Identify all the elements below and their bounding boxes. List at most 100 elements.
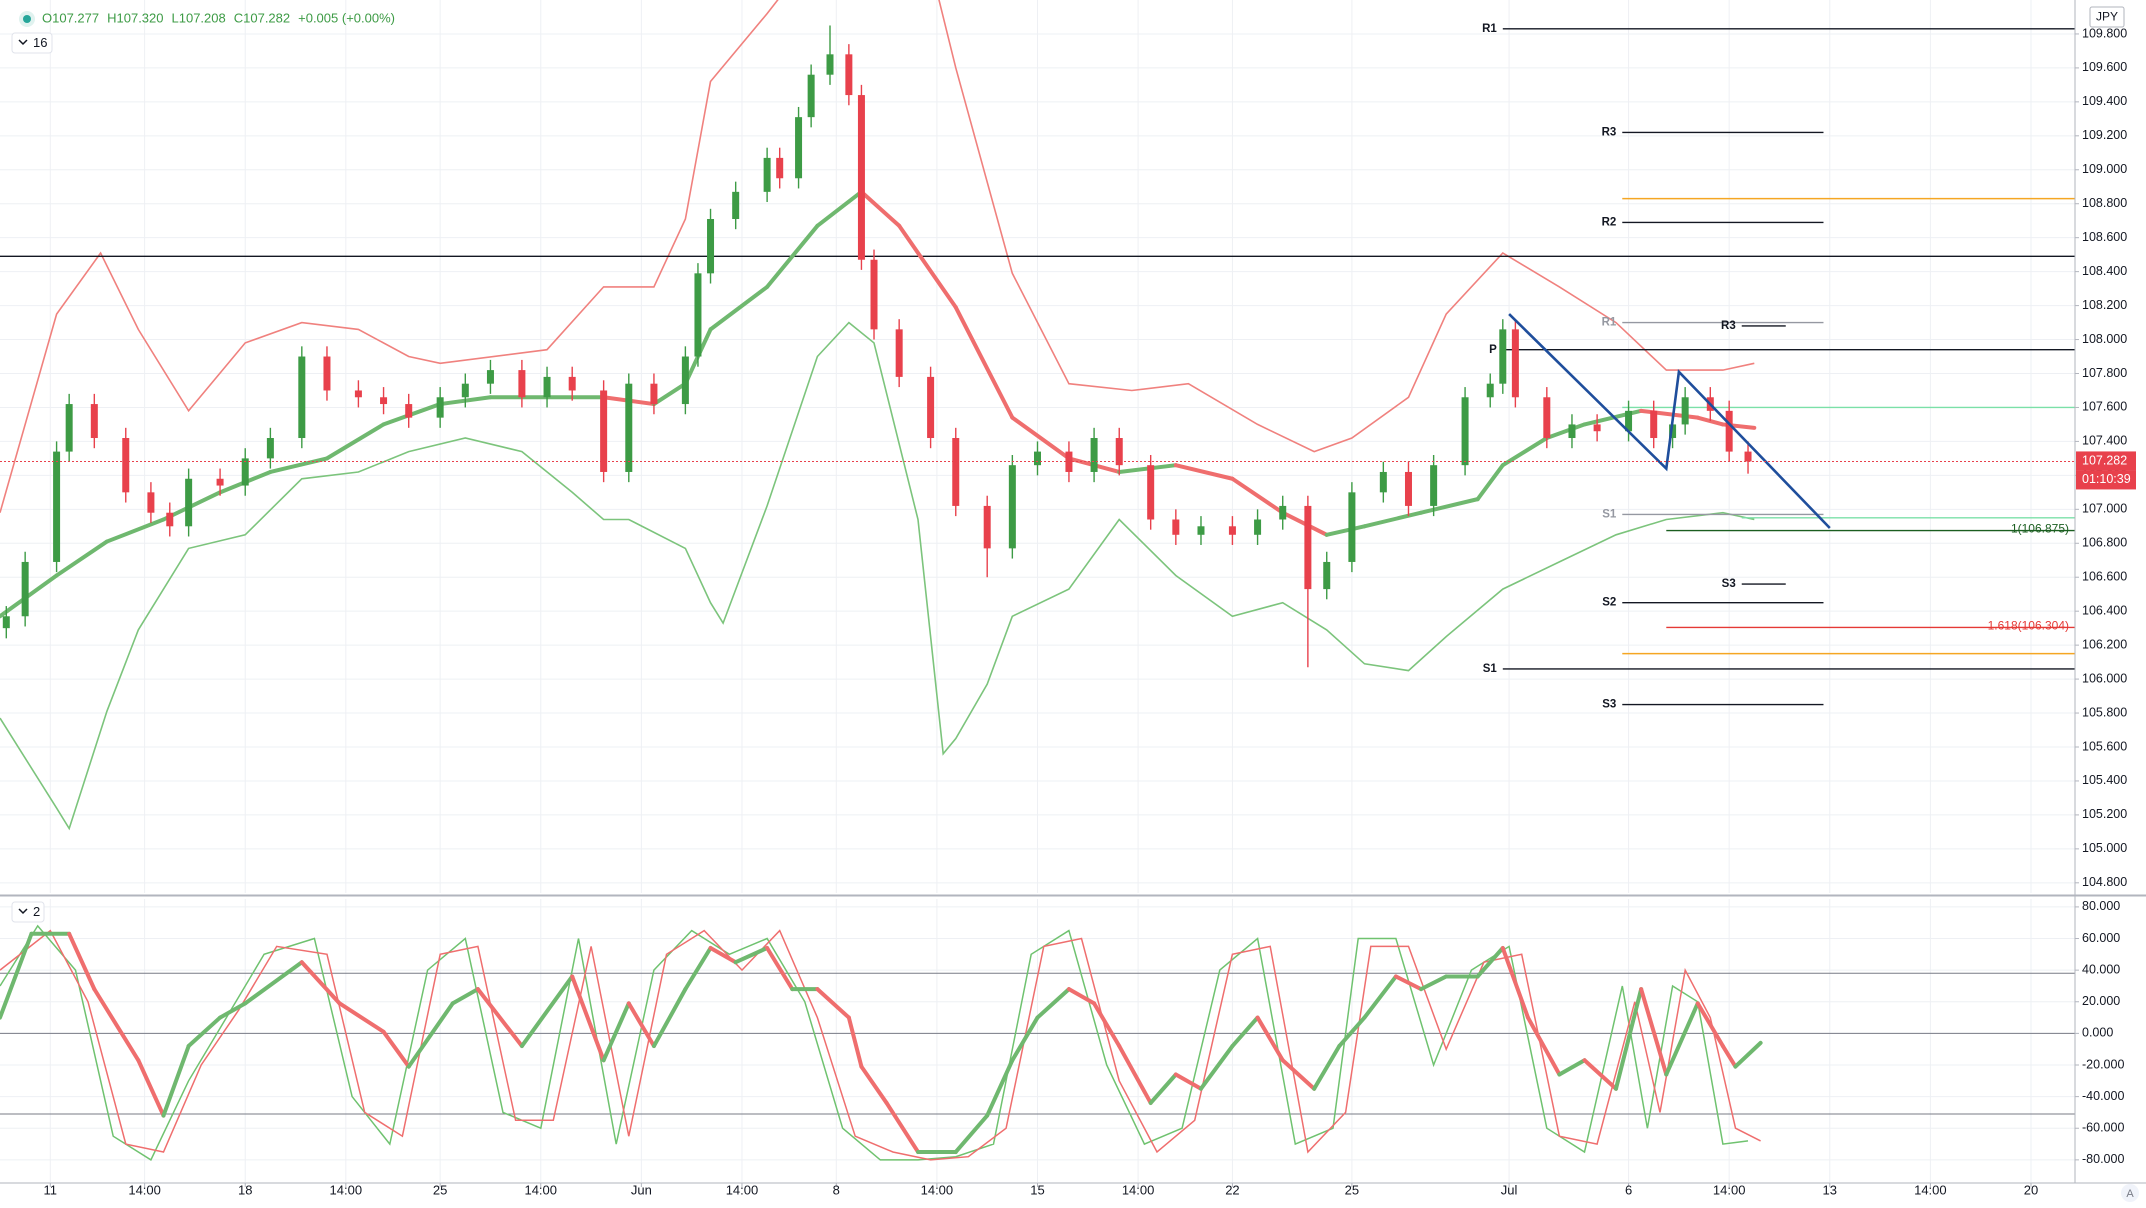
candle-body	[1625, 410, 1633, 432]
oscillator-signal	[218, 1001, 248, 1020]
moving-average	[268, 456, 329, 474]
oscillator-signal	[953, 1113, 990, 1154]
moving-average	[1173, 463, 1235, 481]
oscillator-signal	[186, 1015, 223, 1049]
candle-body	[65, 404, 73, 452]
y-tick-label: 60.000	[2082, 931, 2120, 945]
candle-body	[681, 356, 689, 405]
moving-average	[897, 223, 958, 310]
oscillator-signal	[683, 946, 713, 992]
oscillator-signal	[1582, 1058, 1618, 1091]
candle-body	[216, 478, 224, 486]
moving-average	[815, 189, 864, 228]
y-tick-label: 107.600	[2082, 400, 2127, 414]
level-label: R2	[1602, 216, 1617, 228]
oscillator-signal	[1148, 1072, 1178, 1105]
moving-average	[651, 381, 688, 407]
oscillator-line	[0, 924, 1749, 1161]
x-tick-label: 25	[1345, 1182, 1359, 1197]
candle-body	[1669, 424, 1677, 439]
candle-body	[795, 117, 803, 179]
x-tick-label: 14:00	[1713, 1182, 1746, 1197]
y-tick-label: 105.400	[2082, 773, 2127, 787]
y-tick-label: 108.600	[2082, 230, 2127, 244]
candle-body	[90, 404, 98, 439]
ohlc-value: C107.282	[234, 10, 290, 25]
moving-average	[1324, 524, 1367, 537]
level-label: 1.618(106.304)	[1988, 619, 2069, 633]
symbol-icon-dot	[23, 15, 31, 23]
level-label: S1	[1602, 508, 1617, 520]
candle-body	[1304, 505, 1312, 590]
auto-scale-button[interactable]	[2121, 1184, 2139, 1202]
lower-band	[0, 321, 1755, 831]
moving-average	[324, 422, 386, 461]
currency-box[interactable]	[2089, 6, 2125, 28]
oscillator-signal	[337, 1001, 386, 1034]
y-tick-label: 106.000	[2082, 671, 2127, 685]
moving-average	[1500, 436, 1549, 468]
candle-body	[1147, 465, 1155, 520]
y-tick-label: 108.200	[2082, 298, 2127, 312]
y-tick-label: 107.800	[2082, 366, 2127, 380]
candle-body	[486, 370, 494, 384]
candle-body	[1404, 471, 1412, 506]
indicator-toggle[interactable]	[11, 32, 53, 54]
moving-average	[54, 539, 109, 578]
y-tick-label: 106.800	[2082, 536, 2127, 550]
y-tick-label: -20.000	[2082, 1057, 2124, 1071]
level-label: R1	[1482, 23, 1497, 35]
candle-body	[1279, 505, 1287, 520]
candle-body	[436, 397, 444, 418]
oscillator-signal	[985, 1058, 1015, 1118]
candle-body	[1172, 519, 1180, 535]
y-tick-label: 105.800	[2082, 705, 2127, 719]
oscillator-signal	[1362, 974, 1398, 1020]
x-tick-label: 14:00	[524, 1182, 557, 1197]
candle-body	[266, 438, 274, 459]
oscillator-signal	[299, 960, 342, 1006]
candle-body	[1115, 438, 1123, 466]
candle-body	[1348, 492, 1356, 562]
candle-body	[1725, 410, 1733, 452]
candle-body	[707, 219, 715, 274]
candle-body	[1034, 451, 1041, 466]
candle-body	[1499, 329, 1507, 384]
level-label: R1	[1602, 317, 1617, 329]
oscillator-signal	[765, 946, 795, 992]
candle-body	[732, 191, 740, 220]
oscillator-signal	[1500, 946, 1530, 1020]
price-tag	[2076, 451, 2136, 471]
countdown-label: 01:10:39	[2082, 472, 2131, 486]
candle-body	[147, 492, 155, 513]
candle-body	[1228, 526, 1236, 535]
countdown-tag	[2076, 470, 2136, 490]
candle-body	[1650, 410, 1658, 439]
x-tick-label: 6	[1625, 1182, 1632, 1197]
candle-body	[1593, 424, 1601, 432]
level-label: R3	[1602, 126, 1617, 138]
oscillator-toggle[interactable]	[11, 901, 45, 923]
candle-body	[53, 451, 61, 562]
candle-body	[1543, 397, 1551, 439]
oscillator-signal	[381, 1029, 411, 1069]
candle-body	[1379, 471, 1387, 493]
x-tick-label: 20	[2024, 1182, 2038, 1197]
oscillator-signal	[1066, 987, 1097, 1006]
ohlc-value: O107.277	[42, 10, 99, 25]
y-tick-label: 0.000	[2082, 1026, 2113, 1040]
oscillator-signal	[519, 974, 575, 1049]
oscillator-signal	[708, 946, 738, 965]
oscillator-signal	[626, 1001, 656, 1049]
oscillator-signal	[1720, 1044, 1738, 1069]
oscillator-signal	[570, 974, 606, 1063]
moving-average	[1544, 422, 1587, 441]
moving-average	[708, 284, 770, 332]
level-label: P	[1489, 344, 1497, 356]
y-tick-label: 108.400	[2082, 264, 2127, 278]
x-tick-label: 14:00	[1122, 1182, 1155, 1197]
candle-body	[518, 370, 526, 398]
candle-body	[380, 397, 388, 405]
y-tick-label: 105.600	[2082, 739, 2127, 753]
